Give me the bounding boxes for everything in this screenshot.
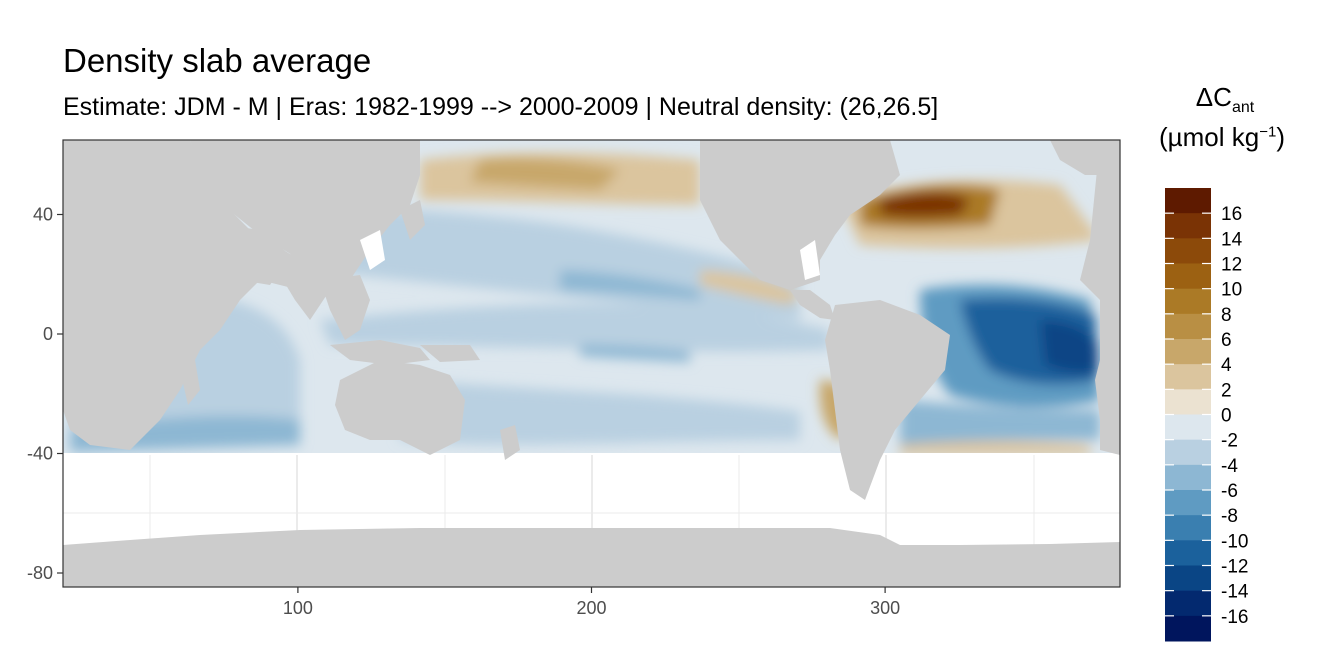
legend-label: 2	[1221, 380, 1232, 401]
legend-title: ΔCant (µmol kg−1)	[1150, 84, 1300, 150]
antarctica	[63, 528, 1120, 587]
legend-label: -8	[1221, 506, 1238, 527]
legend-swatch	[1165, 313, 1211, 340]
madagascar	[180, 360, 200, 405]
legend-swatch	[1165, 414, 1211, 441]
africa	[63, 140, 320, 450]
x-tick-label: 300	[870, 598, 900, 618]
south-america	[825, 300, 950, 500]
legend-swatch	[1165, 213, 1211, 239]
legend-swatch	[1165, 439, 1211, 466]
south-pacific-band	[400, 380, 800, 445]
legend-swatch	[1165, 288, 1211, 315]
y-tick-label: 0	[43, 324, 53, 344]
legend-label: 14	[1221, 229, 1243, 250]
japan	[400, 200, 425, 240]
legend-label: -4	[1221, 456, 1238, 477]
legend-label: 6	[1221, 330, 1232, 351]
map-title: Density slab average	[63, 42, 372, 79]
legend-label: 10	[1221, 280, 1242, 301]
legend-swatch	[1165, 515, 1211, 541]
legend-swatch	[1165, 490, 1211, 516]
y-tick-label: 40	[33, 205, 53, 225]
mexico-warm	[700, 270, 800, 305]
eurasia	[190, 140, 420, 285]
central-pacific-blue	[560, 270, 700, 300]
legend-label: -6	[1221, 481, 1238, 502]
legend-label: -14	[1221, 582, 1249, 603]
legend-swatch	[1165, 238, 1211, 264]
x-tick-label: 100	[283, 598, 313, 618]
legend-swatch	[1165, 615, 1211, 642]
legend-swatch	[1165, 389, 1211, 415]
legend-label: 0	[1221, 406, 1232, 427]
sw-pacific-blue	[580, 345, 690, 362]
legend-swatch	[1165, 339, 1211, 365]
map-panel	[63, 140, 1120, 587]
legend-swatch	[1165, 364, 1211, 390]
coastal-no-data	[360, 230, 820, 280]
new-zealand	[500, 425, 520, 460]
legend-label: 12	[1221, 255, 1242, 276]
legend-label: -2	[1221, 431, 1238, 452]
southeast-asia	[320, 275, 370, 340]
legend-swatch	[1165, 188, 1211, 214]
new-guinea	[420, 345, 480, 362]
legend-label: -10	[1221, 531, 1248, 552]
y-tick-label: -80	[27, 563, 53, 583]
atlantic-blue-3	[1040, 320, 1098, 374]
legend-symbol: ΔCant	[1195, 82, 1255, 117]
legend-label: 16	[1221, 204, 1242, 225]
legend-swatch	[1165, 540, 1211, 566]
indonesia	[330, 340, 430, 365]
legend-swatch	[1165, 590, 1211, 617]
north-america	[700, 140, 900, 290]
y-tick-label: -40	[27, 444, 53, 464]
south-atlantic-band	[900, 400, 1100, 445]
australia	[335, 360, 465, 455]
legend-label: 4	[1221, 355, 1232, 376]
south-atlantic-warm	[900, 441, 1090, 455]
legend-swatch	[1165, 565, 1211, 592]
north-pacific-warm-2	[470, 158, 620, 190]
legend-label: -16	[1221, 607, 1248, 628]
west-africa	[1080, 140, 1120, 455]
legend-label: -12	[1221, 557, 1248, 578]
land	[63, 140, 1120, 587]
x-tick-label: 200	[576, 598, 606, 618]
north-atlantic-warm-3	[880, 192, 970, 218]
x-axis: 100 200 300	[283, 587, 900, 618]
legend-label: 8	[1221, 305, 1232, 326]
central-america	[790, 290, 835, 320]
equatorial-pacific-band	[320, 303, 830, 352]
legend-unit: (µmol kg−1)	[1159, 122, 1285, 152]
y-axis: 40 0 -40 -80	[27, 205, 63, 583]
legend-colorbar: 16 14 12 10 8 6 4 2 0 -2 -4 -6 -8 -10 -12 -14 -16	[1165, 188, 1249, 642]
legend-swatch	[1165, 263, 1211, 290]
map-subtitle: Estimate: JDM - M | Eras: 1982-1999 --> …	[63, 93, 939, 121]
legend-swatch	[1165, 464, 1211, 491]
